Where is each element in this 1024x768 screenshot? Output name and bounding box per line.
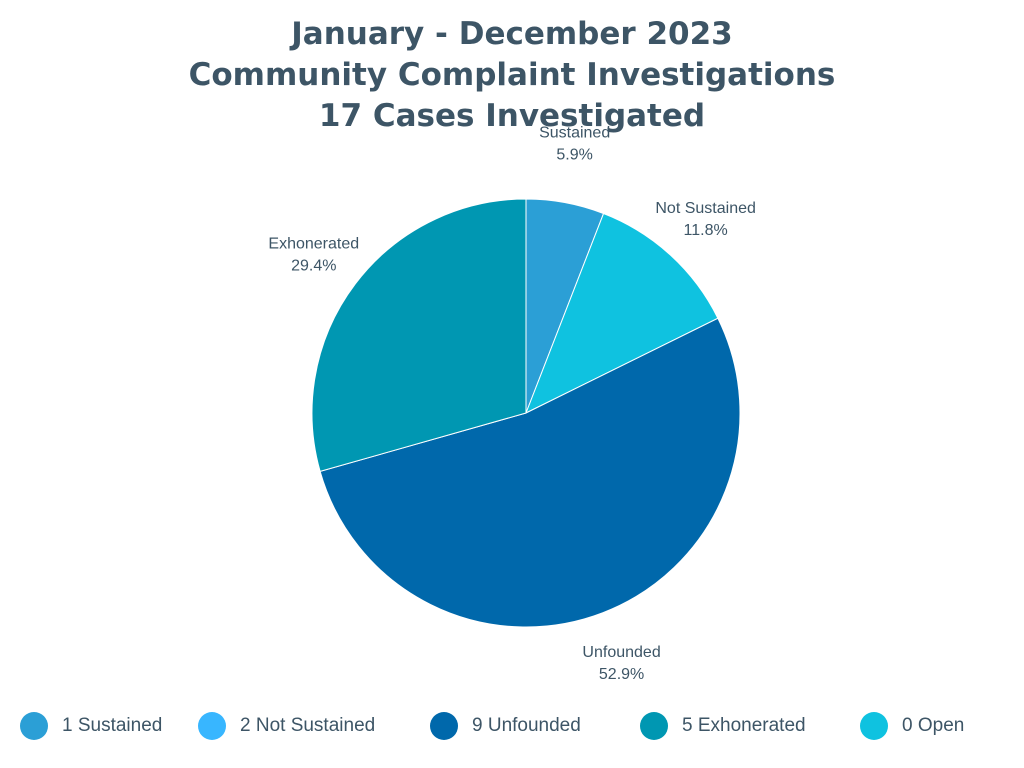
legend-item: 1 Sustained xyxy=(20,706,162,746)
chart-title-block: January - December 2023 Community Compla… xyxy=(0,14,1024,137)
chart-legend: 1 Sustained 2 Not Sustained 9 Unfounded 5 E… xyxy=(0,706,1024,746)
legend-label: 1 Sustained xyxy=(62,715,163,736)
slice-label-name: Sustained xyxy=(539,125,610,142)
chart-title: January - December 2023 xyxy=(291,16,733,52)
chart-subtitle-line-2: 17 Cases Investigated xyxy=(318,98,706,134)
legend-item: 9 Unfounded xyxy=(430,706,581,746)
legend-label: 2 Not Sustained xyxy=(240,715,376,736)
slice-label-name: Exhonerated xyxy=(268,236,359,253)
slice-label-value: 29.4% xyxy=(291,258,336,275)
slice-label-unfounded: Unfounded 52.9% xyxy=(582,644,660,683)
legend-label: 9 Unfounded xyxy=(472,715,581,736)
legend-item: 0 Open xyxy=(860,706,964,746)
legend-swatch xyxy=(640,712,668,740)
chart-subtitle-line-1: Community Complaint Investigations xyxy=(188,57,836,93)
legend-swatch xyxy=(20,712,48,740)
legend-item: 5 Exhonerated xyxy=(640,706,806,746)
slice-label-sustained: Sustained 5.9% xyxy=(539,125,610,164)
slice-label-value: 52.9% xyxy=(599,666,644,683)
pie-labels: Sustained 5.9% Not Sustained 11.8% Unfounded… xyxy=(268,125,755,684)
legend-swatch xyxy=(198,712,226,740)
slice-label-name: Not Sustained xyxy=(655,200,756,217)
slice-label-not-sustained: Not Sustained 11.8% xyxy=(655,200,756,239)
legend-label: 0 Open xyxy=(902,715,965,736)
pie-slice-unfounded xyxy=(319,317,741,628)
slice-label-exhonerated: Exhonerated 29.4% xyxy=(268,236,359,275)
legend-label: 5 Exhonerated xyxy=(682,715,806,736)
slice-label-value: 5.9% xyxy=(556,147,592,164)
slice-label-name: Unfounded xyxy=(582,644,660,661)
pie-slices xyxy=(311,198,741,628)
legend-item: 2 Not Sustained xyxy=(198,706,375,746)
legend-swatch xyxy=(430,712,458,740)
pie-slice-not-sustained xyxy=(525,212,719,415)
legend-swatch xyxy=(860,712,888,740)
slice-label-value: 11.8% xyxy=(684,222,728,239)
pie-slice-exhonerated xyxy=(311,198,527,473)
